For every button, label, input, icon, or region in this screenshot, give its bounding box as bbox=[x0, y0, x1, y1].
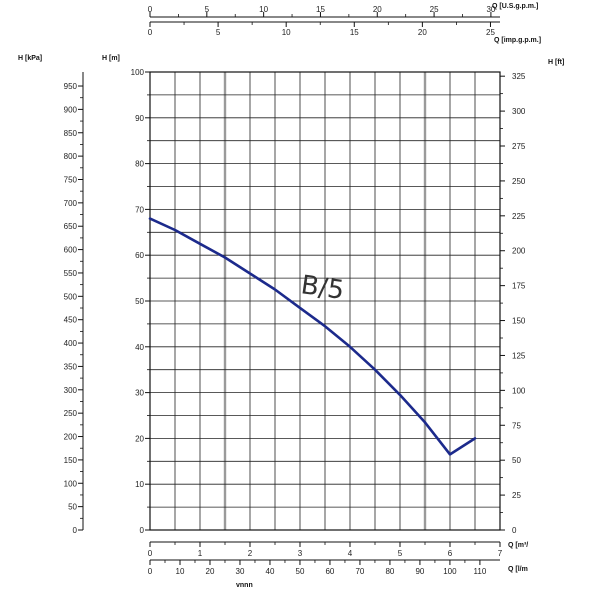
kpa-axis-tick-label: 350 bbox=[64, 362, 78, 371]
ft-axis-tick-label: 0 bbox=[512, 526, 517, 535]
lmin-axis-tick-label: 70 bbox=[355, 567, 364, 576]
lmin-axis-tick-label: 40 bbox=[266, 567, 275, 576]
axes bbox=[78, 12, 505, 565]
kpa-axis-tick-label: 200 bbox=[64, 433, 78, 442]
m3h-axis-tick-label: 5 bbox=[398, 549, 403, 558]
lmin-unit-label: Q [l/m bbox=[508, 566, 528, 573]
lmin-axis-tick-label: 30 bbox=[236, 567, 245, 576]
m-axis-tick-label: 10 bbox=[135, 480, 144, 489]
m3h-axis-tick-label: 0 bbox=[148, 549, 153, 558]
ft-axis-tick-label: 150 bbox=[512, 317, 526, 326]
usgpm-unit-label: Q [U.S.g.p.m.] bbox=[492, 3, 538, 10]
impgpm-axis-tick-label: 5 bbox=[216, 28, 221, 37]
m-axis-tick-label: 20 bbox=[135, 434, 144, 443]
lmin-axis-tick-label: 20 bbox=[206, 567, 215, 576]
kpa-axis-tick-label: 500 bbox=[64, 292, 78, 301]
lmin-axis-tick-label: 100 bbox=[443, 567, 457, 576]
curve-layer bbox=[148, 217, 477, 456]
usgpm-axis-tick-label: 30 bbox=[486, 5, 495, 14]
m3h-axis-tick-label: 1 bbox=[198, 549, 203, 558]
kpa-axis-tick-label: 100 bbox=[64, 479, 78, 488]
usgpm-axis-tick-label: 0 bbox=[148, 5, 153, 14]
ft-axis-tick-label: 50 bbox=[512, 456, 521, 465]
m3h-unit-label: Q [m³/ bbox=[508, 542, 528, 549]
lmin-axis-tick-label: 50 bbox=[296, 567, 305, 576]
kpa-axis-tick-label: 50 bbox=[68, 503, 77, 512]
lmin-axis-tick-label: 10 bbox=[176, 567, 185, 576]
curve-label: B/5 bbox=[299, 270, 346, 306]
ft-axis-tick-label: 250 bbox=[512, 177, 526, 186]
kpa-axis-tick-label: 550 bbox=[64, 269, 78, 278]
impgpm-axis-tick-label: 0 bbox=[148, 28, 153, 37]
kpa-axis-tick-label: 700 bbox=[64, 199, 78, 208]
ft-axis-tick-label: 300 bbox=[512, 107, 526, 116]
lmin-axis-tick-label: 0 bbox=[148, 567, 153, 576]
ft-axis-tick-label: 100 bbox=[512, 386, 526, 395]
grid-lines bbox=[149, 71, 501, 531]
lmin-axis-tick-label: 80 bbox=[385, 567, 394, 576]
kpa-axis-tick-label: 950 bbox=[64, 82, 78, 91]
bottom-extra-label: vnnn bbox=[236, 582, 253, 589]
pump-curve-line bbox=[148, 217, 477, 456]
m3h-axis-tick-label: 3 bbox=[298, 549, 303, 558]
ft-axis-tick-label: 325 bbox=[512, 72, 526, 81]
kpa-axis-tick-label: 900 bbox=[64, 105, 78, 114]
m-unit-label: H [m] bbox=[102, 55, 120, 62]
kpa-axis-tick-label: 450 bbox=[64, 316, 78, 325]
m-axis-tick-label: 80 bbox=[135, 160, 144, 169]
kpa-axis-tick-label: 150 bbox=[64, 456, 78, 465]
kpa-axis-tick-label: 650 bbox=[64, 222, 78, 231]
unit-labels: H [kPa] H [m] H [ft] Q [U.S.g.p.m.] Q [imp.g… bbox=[18, 3, 564, 589]
usgpm-axis-tick-label: 10 bbox=[259, 5, 268, 14]
ft-axis-tick-label: 200 bbox=[512, 247, 526, 256]
m-axis-tick-label: 60 bbox=[135, 251, 144, 260]
impgpm-axis-tick-label: 25 bbox=[486, 28, 495, 37]
kpa-axis-tick-label: 400 bbox=[64, 339, 78, 348]
kpa-unit-label: H [kPa] bbox=[18, 55, 42, 62]
ft-axis-tick-label: 275 bbox=[512, 142, 526, 151]
m-axis-tick-label: 50 bbox=[135, 297, 144, 306]
usgpm-axis-tick-label: 20 bbox=[373, 5, 382, 14]
kpa-axis-tick-label: 850 bbox=[64, 129, 78, 138]
ft-axis-tick-label: 175 bbox=[512, 282, 526, 291]
m3h-axis-tick-label: 2 bbox=[248, 549, 253, 558]
m-axis-tick-label: 100 bbox=[131, 68, 145, 77]
m-axis-tick-label: 30 bbox=[135, 389, 144, 398]
usgpm-axis-tick-label: 15 bbox=[316, 5, 325, 14]
m-axis-tick-label: 70 bbox=[135, 205, 144, 214]
m-axis-tick-label: 40 bbox=[135, 343, 144, 352]
ft-axis-tick-label: 75 bbox=[512, 421, 521, 430]
tick-labels: 0501001502002503003504004505005506006507… bbox=[64, 5, 526, 576]
m3h-axis-tick-label: 7 bbox=[498, 549, 503, 558]
kpa-axis-tick-label: 250 bbox=[64, 409, 78, 418]
kpa-axis-tick-label: 750 bbox=[64, 175, 78, 184]
kpa-axis-tick-label: 300 bbox=[64, 386, 78, 395]
impgpm-unit-label: Q [imp.g.p.m.] bbox=[494, 37, 541, 44]
m-axis-tick-label: 0 bbox=[140, 526, 145, 535]
kpa-axis-tick-label: 800 bbox=[64, 152, 78, 161]
kpa-axis-tick-label: 0 bbox=[73, 526, 78, 535]
ft-unit-label: H [ft] bbox=[548, 59, 564, 66]
kpa-axis-tick-label: 600 bbox=[64, 246, 78, 255]
impgpm-axis-tick-label: 15 bbox=[350, 28, 359, 37]
impgpm-axis-tick-label: 10 bbox=[282, 28, 291, 37]
lmin-axis-tick-label: 60 bbox=[325, 567, 334, 576]
ft-axis-tick-label: 25 bbox=[512, 491, 521, 500]
m3h-axis-tick-label: 4 bbox=[348, 549, 353, 558]
m-axis-tick-label: 90 bbox=[135, 114, 144, 123]
lmin-axis-tick-label: 90 bbox=[415, 567, 424, 576]
usgpm-axis-tick-label: 25 bbox=[430, 5, 439, 14]
usgpm-axis-tick-label: 5 bbox=[205, 5, 210, 14]
impgpm-axis-tick-label: 20 bbox=[418, 28, 427, 37]
ft-axis-tick-label: 225 bbox=[512, 212, 526, 221]
lmin-axis-tick-label: 110 bbox=[474, 567, 487, 576]
ft-axis-tick-label: 125 bbox=[512, 351, 526, 360]
m3h-axis-tick-label: 6 bbox=[448, 549, 453, 558]
